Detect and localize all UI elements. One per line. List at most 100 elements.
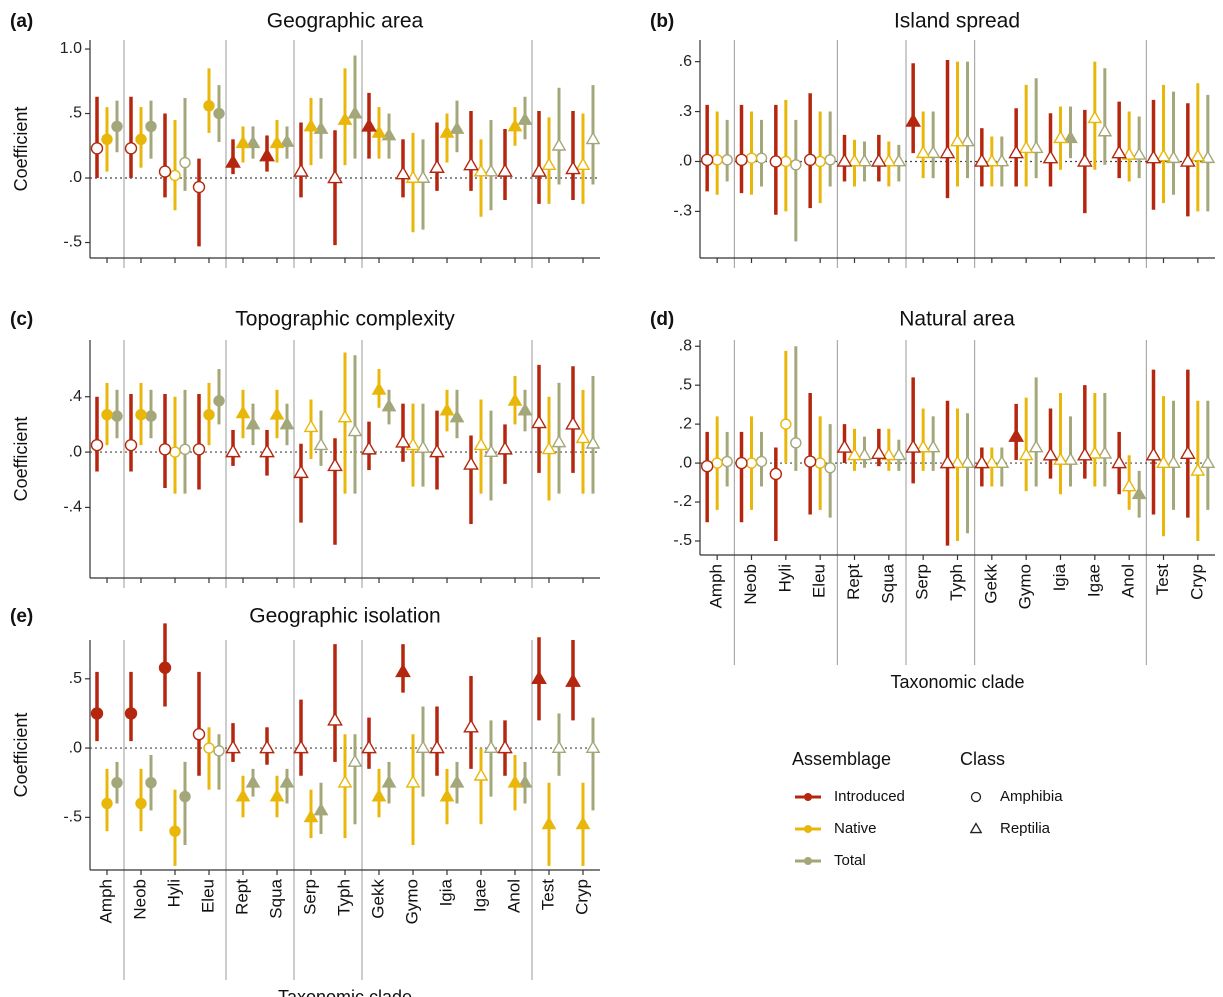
point (473, 163, 489, 177)
point (915, 145, 931, 159)
chart-title: Topographic complexity (235, 308, 455, 331)
point (1131, 486, 1147, 500)
x-tick-label: Neob (741, 564, 760, 605)
legend-swatch (804, 857, 812, 865)
point (327, 457, 343, 472)
y-tick-label: .5 (679, 376, 692, 393)
point (994, 455, 1010, 469)
point (735, 456, 748, 470)
point (327, 711, 343, 726)
point (145, 777, 157, 789)
point (361, 739, 377, 754)
x-tick-label: Amph (96, 879, 115, 923)
x-tick-label: Serp (913, 564, 932, 600)
point (507, 392, 523, 406)
point (711, 154, 723, 166)
point (531, 670, 547, 685)
point (269, 788, 285, 802)
point (361, 440, 377, 455)
point (213, 395, 225, 407)
point (790, 437, 802, 449)
point (721, 455, 733, 468)
point (565, 416, 581, 430)
point (950, 455, 965, 469)
point (415, 170, 431, 183)
point (1111, 144, 1128, 159)
point (203, 742, 215, 754)
point (158, 165, 172, 178)
chart-title: Natural area (899, 308, 1015, 331)
legend-swatch (804, 793, 812, 801)
point (145, 120, 157, 133)
point (169, 446, 181, 458)
point (158, 661, 172, 674)
point (361, 118, 377, 132)
point (1042, 446, 1059, 461)
point (347, 754, 363, 767)
point (101, 133, 113, 146)
panel-label: (e) (10, 606, 33, 627)
point (881, 447, 897, 461)
x-tick-label: Cryp (1187, 564, 1206, 600)
x-tick-label: Igae (1084, 564, 1103, 597)
series (111, 355, 601, 501)
x-tick-label: Test (1153, 564, 1172, 595)
legend-label: Total (834, 852, 866, 869)
point (1200, 455, 1216, 469)
series (101, 68, 591, 233)
point (337, 409, 353, 423)
point (836, 153, 853, 167)
point (439, 788, 455, 802)
y-tick-label: 1.0 (60, 40, 82, 57)
x-tick-label: Eleu (810, 564, 829, 598)
point (1097, 123, 1113, 137)
y-tick-label: .8 (679, 337, 692, 354)
point (575, 430, 591, 444)
point (463, 156, 479, 171)
point (497, 440, 513, 455)
point (847, 153, 862, 167)
panel-label: (d) (650, 309, 674, 330)
x-tick-label: Igae (470, 879, 489, 912)
point (745, 457, 758, 469)
x-tick-label: Hyli (164, 879, 183, 907)
point (780, 155, 792, 168)
point (803, 153, 817, 167)
y-tick-label: -.5 (673, 532, 692, 549)
point (158, 443, 172, 456)
series (700, 369, 1196, 546)
point (213, 745, 225, 757)
point (192, 443, 206, 456)
point (551, 740, 567, 753)
point (755, 455, 768, 468)
point (111, 777, 123, 789)
point (780, 418, 792, 430)
x-tick-label: Igia (436, 878, 455, 906)
point (463, 456, 479, 470)
point (939, 454, 956, 469)
point (769, 467, 783, 481)
point (235, 405, 251, 419)
point (497, 739, 513, 754)
point (371, 124, 387, 138)
chart-title: Geographic isolation (249, 605, 440, 628)
point (531, 163, 547, 177)
point (973, 153, 990, 167)
point (824, 154, 836, 166)
point (1166, 150, 1181, 164)
point (483, 163, 499, 177)
point (755, 152, 768, 164)
point (984, 153, 1000, 167)
point (1145, 446, 1162, 461)
x-tick-label: Typh (334, 879, 353, 916)
y-axis-label: Coefficient (11, 417, 31, 502)
point (984, 455, 1000, 469)
point (1018, 447, 1034, 461)
series (700, 59, 1196, 217)
point (371, 381, 387, 395)
point (381, 398, 397, 412)
legend-label: Reptilia (1000, 820, 1051, 837)
point (245, 416, 261, 430)
point (585, 131, 601, 145)
